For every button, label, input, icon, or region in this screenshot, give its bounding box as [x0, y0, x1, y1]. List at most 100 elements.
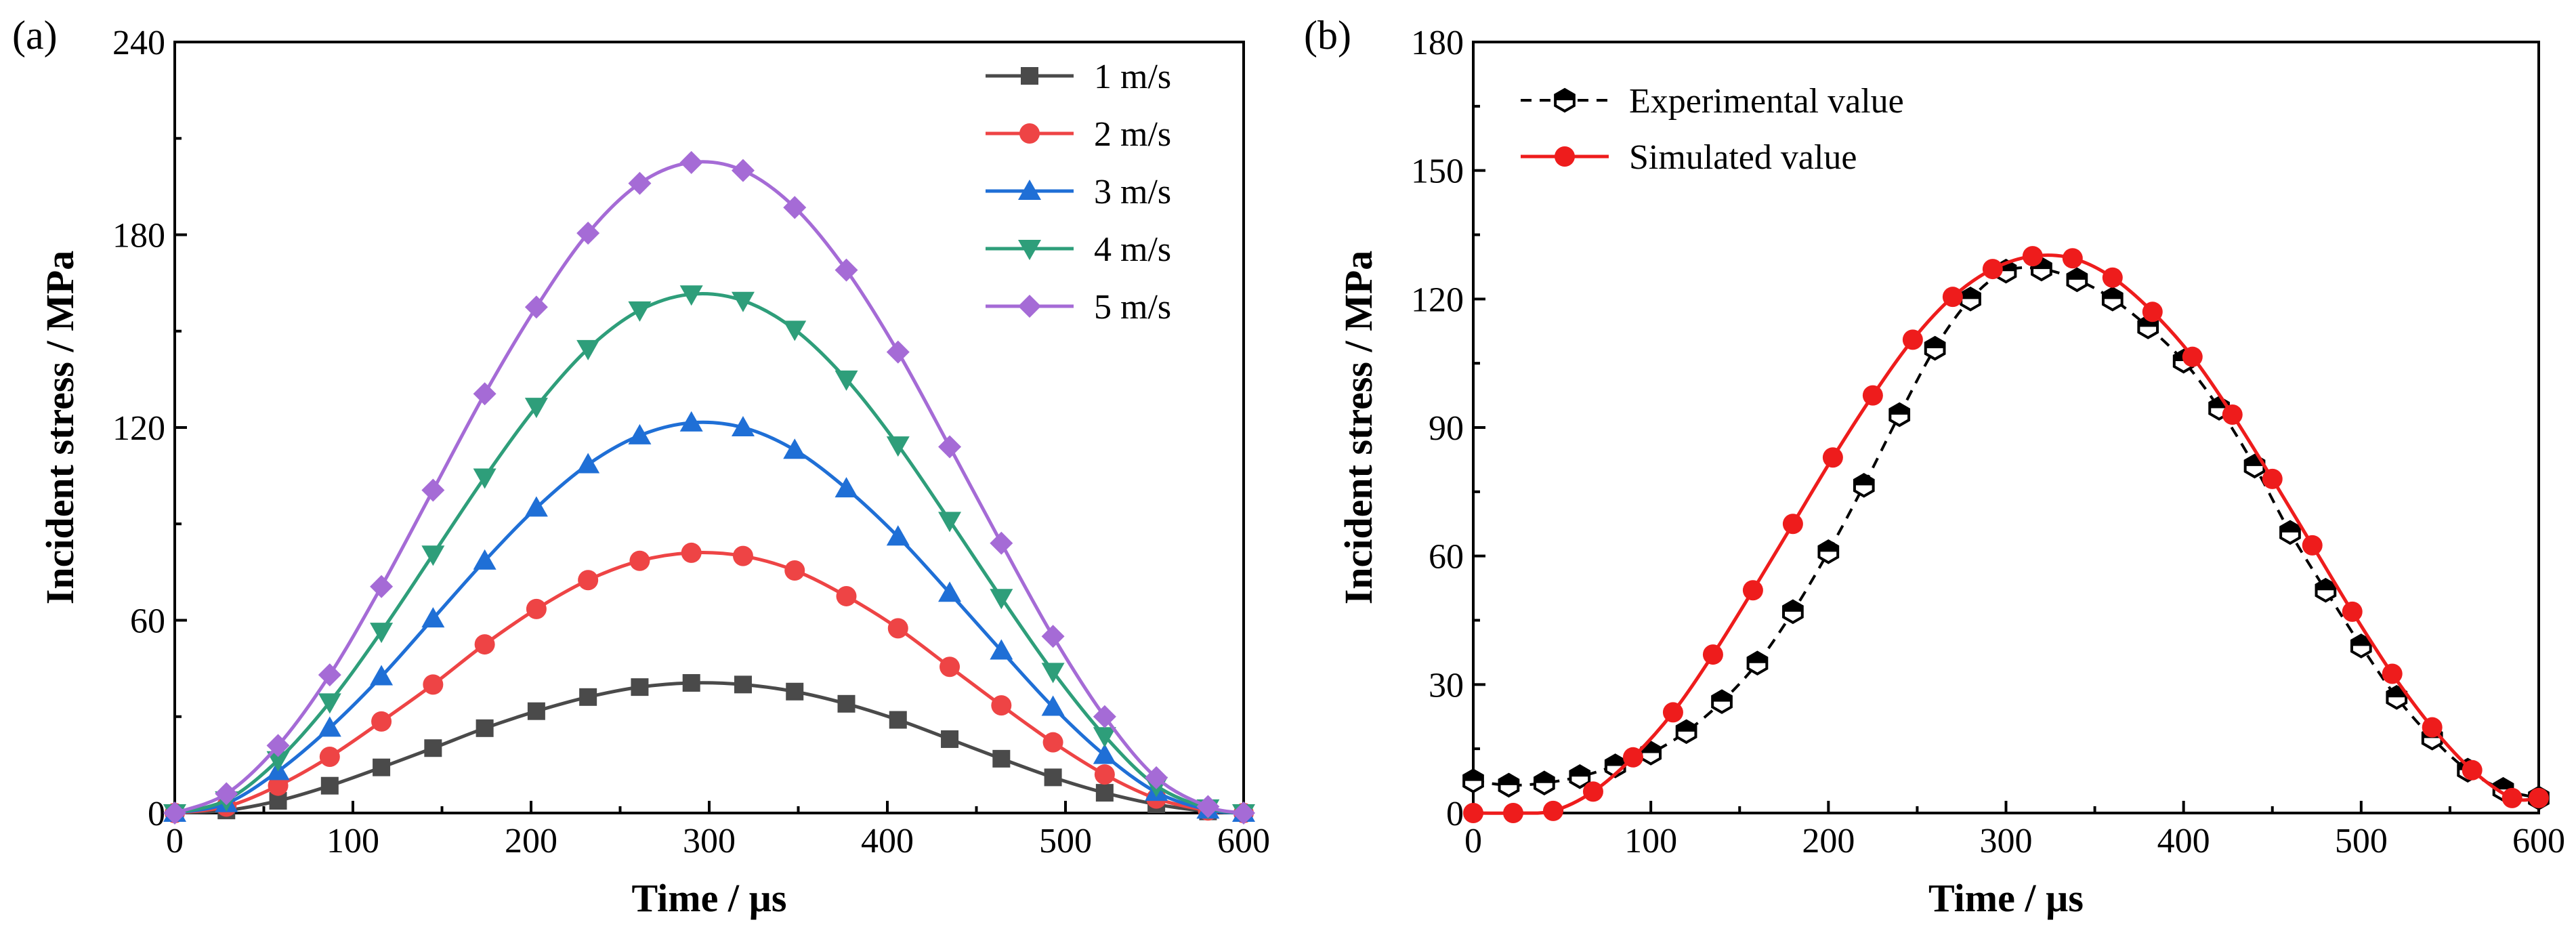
data-point [990, 639, 1013, 660]
data-point [1095, 784, 1114, 802]
data-point [783, 196, 807, 220]
data-point [1094, 764, 1115, 785]
data-point [732, 545, 753, 566]
data-point [2302, 535, 2323, 556]
data-point [371, 711, 392, 732]
x-tick-label: 0 [1464, 822, 1482, 860]
data-point [473, 468, 497, 489]
data-point [1702, 644, 1723, 665]
data-point [835, 370, 858, 391]
legend-item: 2 m/s [986, 115, 1171, 154]
data-point [1582, 781, 1603, 802]
data-point [2382, 663, 2403, 684]
data-point [473, 382, 497, 406]
legend-marker [1554, 87, 1576, 113]
y-tick-label: 60 [1429, 538, 1464, 577]
y-tick-label: 0 [1446, 795, 1464, 833]
data-point [576, 222, 600, 245]
data-point [319, 747, 340, 768]
legend-marker [1018, 240, 1041, 260]
data-point [1782, 599, 1804, 625]
plot-area-b: 0 100 200 300 400 500 600 0 30 60 90 120 150 180 [1411, 24, 2565, 860]
series-line [174, 551, 1244, 815]
y-tick-label: 120 [1411, 280, 1464, 319]
series-line [1473, 253, 2539, 815]
data-point [370, 623, 394, 644]
data-point [990, 589, 1013, 610]
series-b-1 [1463, 246, 2549, 823]
data-point [1960, 287, 1981, 312]
y-tick-label: 180 [1411, 24, 1464, 62]
data-point [2501, 787, 2522, 808]
legend-item: 3 m/s [986, 173, 1171, 211]
legend-b: Experimental value Simulated value [1521, 82, 1904, 177]
data-point [887, 618, 908, 639]
data-point [1675, 719, 1697, 745]
y-tick-label: 150 [1411, 152, 1464, 191]
legend-marker [1018, 295, 1041, 318]
legend-marker [1021, 67, 1038, 85]
data-point [682, 673, 700, 692]
data-point [1232, 801, 1255, 825]
data-point [578, 570, 599, 591]
data-point [318, 716, 341, 737]
data-point [373, 758, 391, 776]
x-tick-label: 600 [1217, 822, 1270, 860]
data-point [1982, 259, 2003, 280]
data-point [1498, 772, 1520, 798]
data-point [524, 295, 548, 319]
data-point [1196, 795, 1220, 818]
legend-marker [1019, 123, 1040, 144]
data-point [2182, 346, 2203, 367]
data-point [681, 542, 702, 563]
data-point [1817, 539, 1840, 564]
y-tick-label: 30 [1429, 666, 1464, 705]
data-point [1093, 743, 1116, 764]
chart-panel-a: (a) 0 100 200 300 400 500 600 0 60 120 180 240 1 m/… [12, 13, 1270, 920]
data-point [1041, 625, 1065, 648]
data-point [266, 751, 290, 772]
data-point [2262, 468, 2283, 489]
data-point [631, 678, 649, 696]
x-tick-label: 500 [2335, 822, 2388, 860]
data-point [837, 694, 856, 713]
data-point [939, 657, 960, 678]
data-point [731, 159, 755, 182]
x-tick-label: 300 [683, 822, 736, 860]
data-point [938, 512, 962, 533]
data-point [474, 634, 495, 655]
data-point [2022, 246, 2043, 267]
data-point [990, 531, 1013, 555]
data-point [1463, 803, 1483, 823]
data-point [941, 730, 959, 748]
data-point [2315, 577, 2337, 603]
y-tick-label: 120 [112, 409, 165, 448]
data-point [2062, 248, 2083, 269]
data-point [266, 734, 290, 757]
legend-label: 4 m/s [1094, 230, 1171, 269]
x-tick-label: 600 [2512, 822, 2565, 860]
data-point [524, 496, 548, 517]
data-point [886, 340, 910, 364]
x-tick-label: 200 [505, 822, 557, 860]
data-point [1853, 473, 1875, 498]
legend-label: 2 m/s [1094, 115, 1171, 154]
series-b-0 [1462, 256, 2550, 811]
legend-item: Experimental value [1521, 82, 1904, 121]
data-point [1662, 702, 1683, 723]
series-a-4 [163, 150, 1255, 825]
legend-item: 4 m/s [986, 230, 1171, 269]
data-point [2222, 404, 2243, 425]
data-point [1569, 764, 1591, 789]
data-point [2350, 633, 2372, 659]
data-point [526, 598, 547, 619]
data-point [1746, 650, 1769, 676]
data-point [1042, 732, 1063, 753]
data-point [629, 550, 650, 571]
data-point [527, 702, 545, 720]
data-point [421, 545, 445, 566]
y-axis-title-a: Incident stress / MPa [38, 251, 82, 605]
data-point [1902, 329, 1923, 350]
data-point [268, 775, 289, 796]
data-point [2101, 287, 2124, 312]
